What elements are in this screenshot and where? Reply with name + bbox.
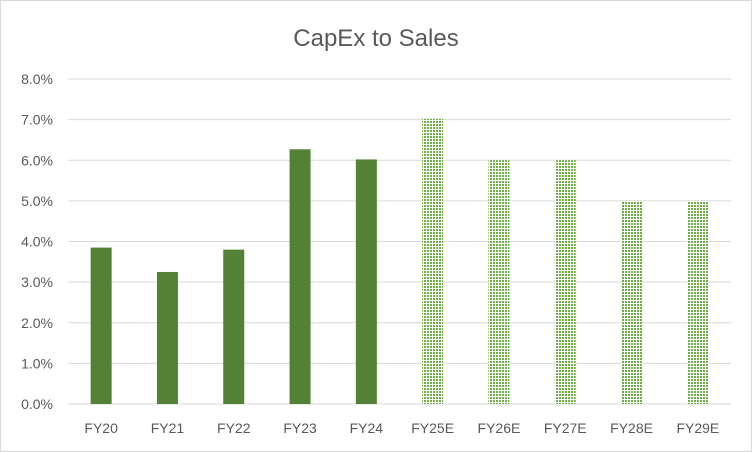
- bar-fy22: [223, 249, 245, 404]
- bars: [90, 118, 709, 404]
- x-tick-label: FY22: [217, 420, 251, 436]
- y-tick-label: 6.0%: [21, 152, 53, 168]
- y-tick-label: 5.0%: [21, 193, 53, 209]
- x-tick-label: FY21: [151, 420, 185, 436]
- y-tick-label: 0.0%: [21, 396, 53, 412]
- bar-fy26e: [488, 160, 510, 404]
- x-tick-label: FY20: [84, 420, 118, 436]
- bar-fy29e: [687, 200, 709, 404]
- chart-title: CapEx to Sales: [293, 25, 458, 52]
- bar-fy27e: [554, 160, 576, 404]
- y-tick-label: 8.0%: [21, 71, 53, 87]
- y-tick-label: 1.0%: [21, 355, 53, 371]
- y-tick-label: 7.0%: [21, 112, 53, 128]
- x-tick-label: FY26E: [478, 420, 521, 436]
- y-tick-label: 4.0%: [21, 234, 53, 250]
- x-tick-label: FY25E: [411, 420, 454, 436]
- bar-fy23: [289, 149, 311, 404]
- bar-fy20: [90, 247, 112, 404]
- x-tick-label: FY23: [283, 420, 317, 436]
- x-tick-label: FY28E: [610, 420, 653, 436]
- bar-fy25e: [422, 118, 444, 404]
- y-axis-tick-labels: 0.0% 1.0% 2.0% 3.0% 4.0% 5.0% 6.0% 7.0% 8.0%: [21, 71, 53, 412]
- x-tick-label: FY24: [350, 420, 384, 436]
- x-tick-label: FY29E: [676, 420, 719, 436]
- gridlines: [68, 78, 731, 405]
- x-axis-tick-labels: FY20 FY21 FY22 FY23 FY24 FY25E FY26E FY27E FY28E…: [84, 420, 719, 436]
- bar-fy24: [355, 159, 377, 404]
- x-tick-label: FY27E: [544, 420, 587, 436]
- y-tick-label: 2.0%: [21, 315, 53, 331]
- bar-fy21: [156, 271, 178, 404]
- y-tick-label: 3.0%: [21, 274, 53, 290]
- bar-fy28e: [621, 200, 643, 404]
